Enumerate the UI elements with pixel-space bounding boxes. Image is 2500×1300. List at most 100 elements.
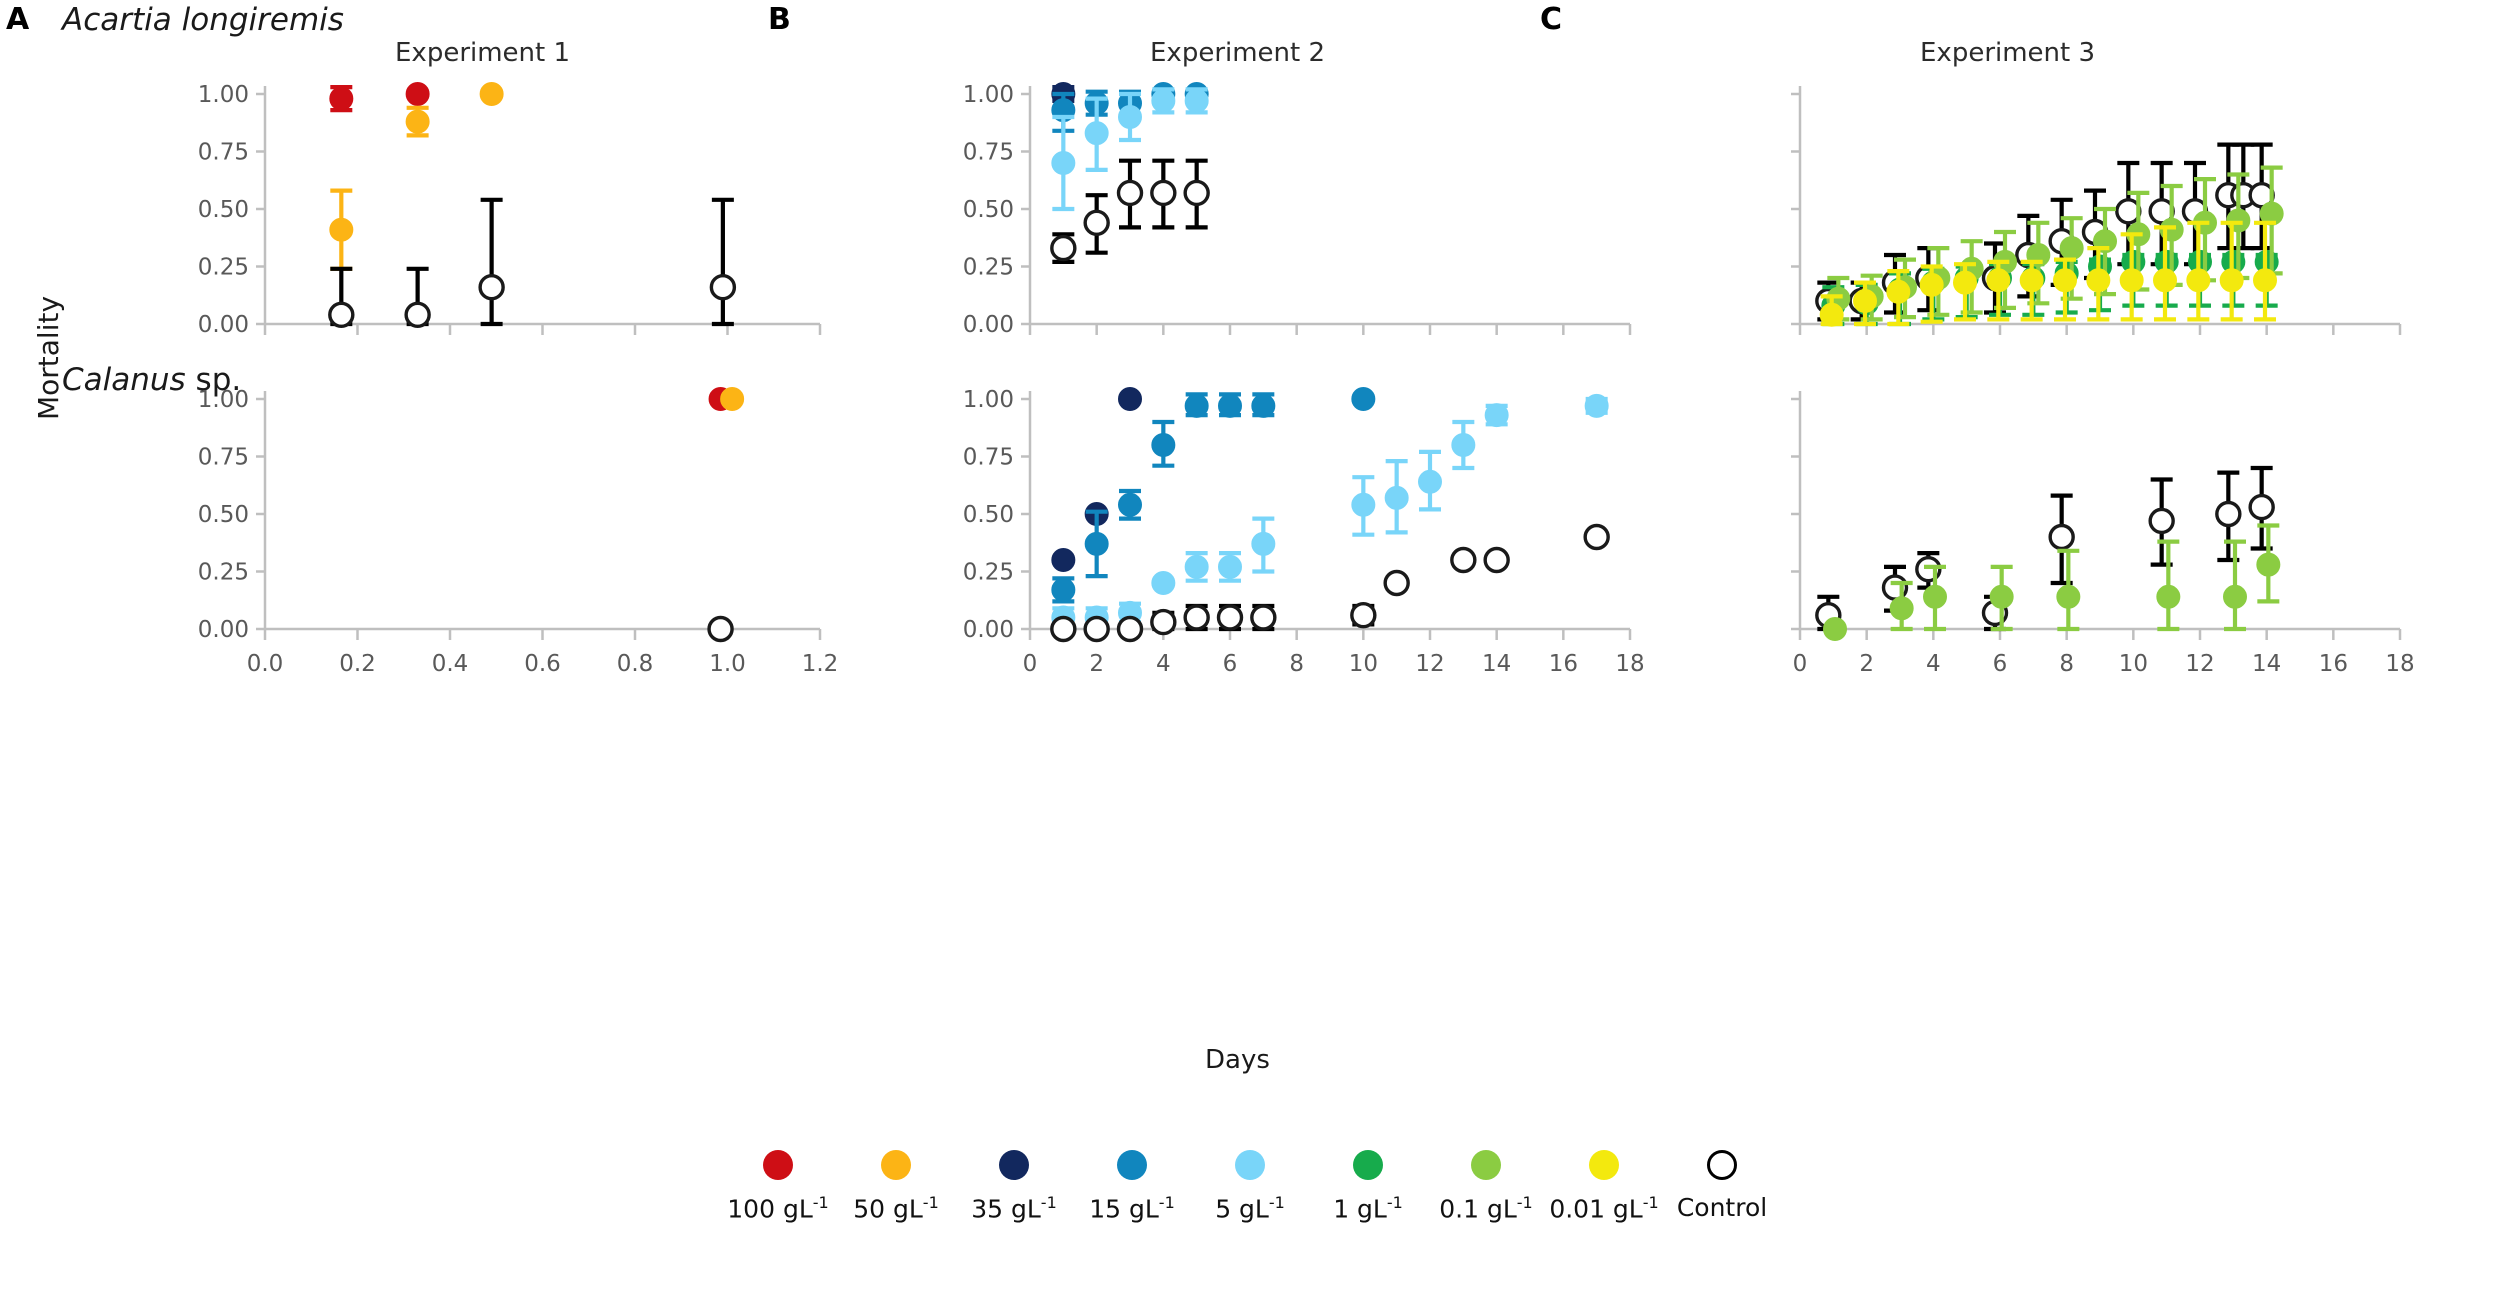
data-point xyxy=(1116,615,1144,643)
svg-text:0.75: 0.75 xyxy=(963,140,1014,166)
legend-item-50-gl-1[interactable]: 50 gL-1 xyxy=(837,1150,955,1223)
svg-text:4: 4 xyxy=(1156,651,1171,677)
data-point xyxy=(1250,604,1277,631)
data-point xyxy=(1083,615,1110,643)
data-point xyxy=(1886,279,1911,304)
series-5-gl-1 xyxy=(1051,87,1209,212)
legend-label: 50 gL-1 xyxy=(853,1193,939,1224)
svg-text:12: 12 xyxy=(2185,651,2214,677)
legend-swatch-icon xyxy=(1707,1150,1737,1180)
data-point xyxy=(709,273,737,301)
data-point xyxy=(2186,268,2211,293)
data-point xyxy=(1116,179,1144,207)
data-point xyxy=(1218,554,1242,579)
svg-text:0.25: 0.25 xyxy=(198,255,249,281)
data-point xyxy=(1084,121,1109,146)
series-0-01-gl-1 xyxy=(1819,220,2277,327)
svg-text:0.0: 0.0 xyxy=(247,651,284,677)
svg-text:0.8: 0.8 xyxy=(617,651,654,677)
legend-item-35-gl-1[interactable]: 35 gL-1 xyxy=(955,1150,1073,1223)
data-point xyxy=(1150,608,1177,636)
panel-letter-c: C xyxy=(1540,2,1563,37)
chart-experiment1-acartia: 0.00 0.25 0.50 0.75 1.00 xyxy=(185,80,838,372)
data-point xyxy=(1986,268,2011,293)
legend-item-control[interactable]: Control xyxy=(1663,1150,1781,1223)
legend-label: 35 gL-1 xyxy=(971,1193,1057,1224)
experiment-title-3: Experiment 3 xyxy=(1920,38,2096,68)
data-point xyxy=(1483,546,1510,574)
svg-text:1.00: 1.00 xyxy=(198,387,249,413)
svg-text:10: 10 xyxy=(1349,651,1378,677)
svg-text:14: 14 xyxy=(2252,651,2281,677)
data-point xyxy=(1953,270,1977,295)
data-point xyxy=(2086,268,2111,293)
data-point xyxy=(1051,577,1076,602)
svg-text:0.00: 0.00 xyxy=(198,617,249,643)
data-point xyxy=(1151,571,1176,595)
data-point xyxy=(2215,500,2242,528)
svg-text:0.50: 0.50 xyxy=(963,502,1014,528)
data-point xyxy=(1050,615,1077,643)
series-control xyxy=(1815,465,2275,632)
legend-item-100-gl-1[interactable]: 100 gL-1 xyxy=(719,1150,837,1223)
svg-text:12: 12 xyxy=(1415,651,1444,677)
data-point xyxy=(1819,302,1844,327)
data-point xyxy=(1051,548,1076,572)
experiment-title-2: Experiment 2 xyxy=(1150,38,1326,68)
series-0-1-gl-1 xyxy=(1823,523,2281,641)
data-point xyxy=(1118,387,1142,411)
data-point xyxy=(1183,604,1210,631)
data-point xyxy=(405,82,430,106)
data-point xyxy=(1118,492,1142,517)
data-point xyxy=(1383,569,1410,597)
series-100-gl-1 xyxy=(329,82,430,113)
data-point xyxy=(404,301,431,329)
chart-experiment1-calanus: 0.00 0.25 0.50 0.75 1.00 0.0 0.2 0.4 0.6 0.8 1.0 1.… xyxy=(185,385,838,677)
legend-item-0-01-gl-1[interactable]: 0.01 gL-1 xyxy=(1545,1150,1663,1223)
series-15-gl-1 xyxy=(1051,387,1376,604)
data-point xyxy=(1216,604,1244,631)
legend-label: 0.1 gL-1 xyxy=(1439,1193,1533,1224)
row-title-acartia: Acartia longiremis xyxy=(62,2,344,38)
svg-text:6: 6 xyxy=(1993,651,2008,677)
row-title-calanus: Calanus sp. xyxy=(62,362,241,398)
row-title-acartia-italic: Acartia longiremis xyxy=(62,2,344,38)
data-point xyxy=(1183,179,1210,207)
legend-label-superscript: -1 xyxy=(812,1193,829,1212)
row-title-calanus-italic: Calanus xyxy=(62,362,186,398)
svg-text:0.25: 0.25 xyxy=(963,255,1014,281)
data-point xyxy=(328,301,355,329)
data-point xyxy=(329,86,354,111)
legend-item-5-gl-1[interactable]: 5 gL-1 xyxy=(1191,1150,1309,1223)
data-point xyxy=(1251,531,1276,556)
data-point xyxy=(2256,552,2281,577)
data-point xyxy=(2019,268,2044,293)
legend-label: 15 gL-1 xyxy=(1089,1193,1175,1224)
data-point xyxy=(1184,554,1209,579)
svg-text:0.75: 0.75 xyxy=(963,445,1014,471)
data-point xyxy=(1184,393,1209,418)
legend-swatch-icon xyxy=(881,1150,911,1180)
svg-text:16: 16 xyxy=(1549,651,1578,677)
data-point xyxy=(2259,201,2284,226)
data-point xyxy=(1919,272,1944,297)
legend-item-1-gl-1[interactable]: 1 gL-1 xyxy=(1309,1150,1427,1223)
legend-label-superscript: -1 xyxy=(1158,1193,1175,1212)
svg-text:0: 0 xyxy=(1793,651,1808,677)
legend-swatch-icon xyxy=(763,1150,793,1180)
data-point xyxy=(1084,531,1109,556)
legend-label: 100 gL-1 xyxy=(727,1193,829,1224)
svg-text:6: 6 xyxy=(1223,651,1238,677)
data-point xyxy=(1151,433,1176,457)
data-point xyxy=(1889,596,1914,621)
legend-item-0-1-gl-1[interactable]: 0.1 gL-1 xyxy=(1427,1150,1545,1223)
svg-text:0.50: 0.50 xyxy=(198,502,249,528)
data-point xyxy=(1583,523,1610,551)
data-point xyxy=(1384,485,1409,510)
legend-item-15-gl-1[interactable]: 15 gL-1 xyxy=(1073,1150,1191,1223)
data-point xyxy=(2219,268,2244,293)
legend-label: 1 gL-1 xyxy=(1333,1193,1403,1224)
svg-text:0.00: 0.00 xyxy=(963,312,1014,338)
experiment-title-1: Experiment 1 xyxy=(395,38,571,68)
chart-experiment3-calanus: 0 2 4 6 8 10 12 14 16 18 xyxy=(1720,385,2418,677)
